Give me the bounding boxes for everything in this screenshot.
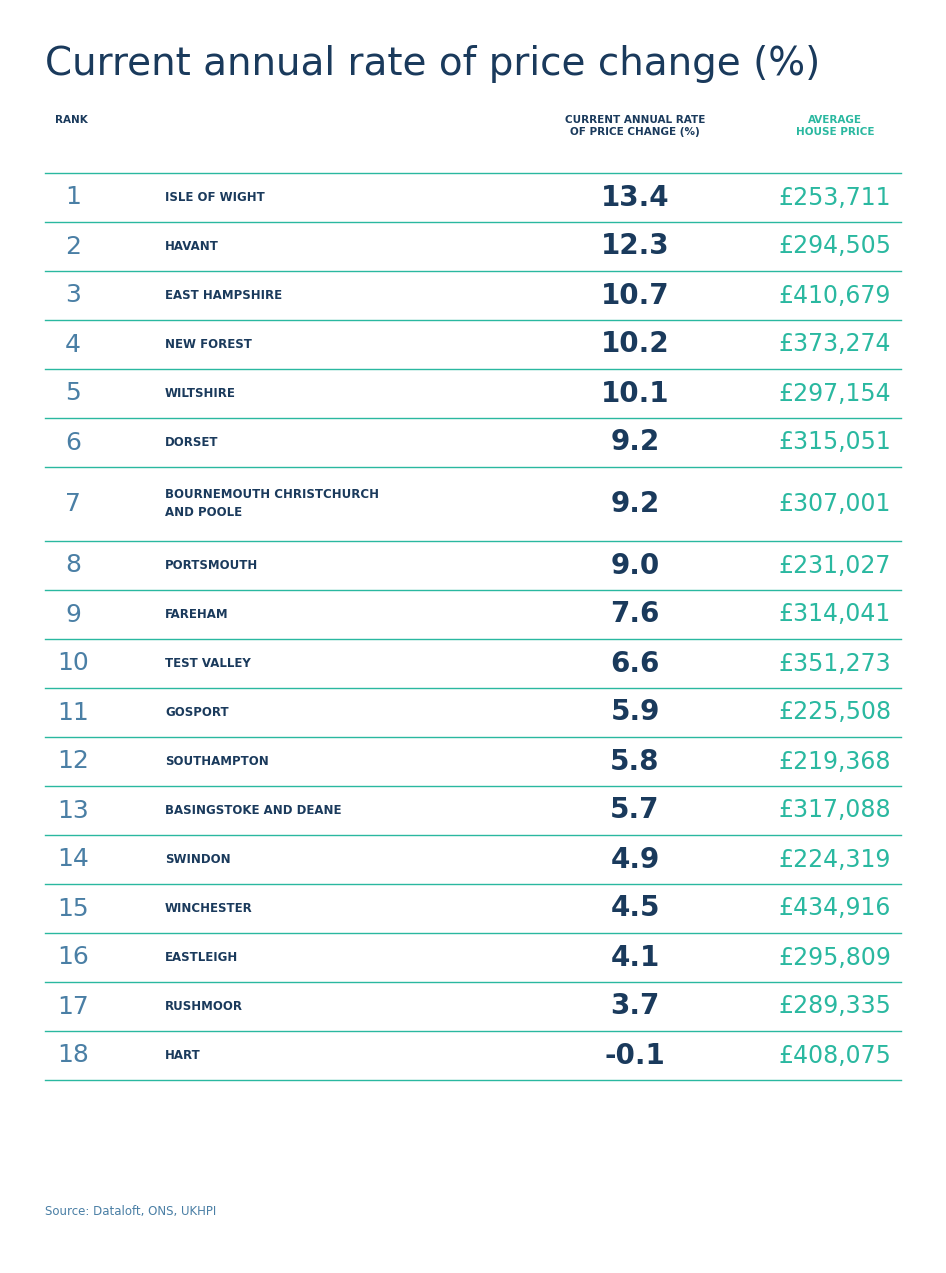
Text: AVERAGE
HOUSE PRICE: AVERAGE HOUSE PRICE: [796, 115, 874, 136]
Text: 15: 15: [57, 896, 89, 920]
Text: DORSET: DORSET: [165, 435, 219, 449]
Text: 10.2: 10.2: [601, 331, 670, 359]
Text: 18: 18: [57, 1044, 89, 1068]
Text: £297,154: £297,154: [779, 382, 891, 406]
Text: 13.4: 13.4: [601, 183, 670, 211]
Text: WILTSHIRE: WILTSHIRE: [165, 387, 236, 400]
Text: 5: 5: [65, 382, 80, 406]
Text: 3: 3: [65, 284, 81, 308]
Text: -0.1: -0.1: [604, 1041, 665, 1069]
Text: £373,274: £373,274: [779, 332, 891, 356]
Text: £314,041: £314,041: [779, 602, 891, 626]
Text: 1: 1: [65, 186, 81, 210]
Text: 5.7: 5.7: [610, 797, 659, 825]
Text: SOUTHAMPTON: SOUTHAMPTON: [165, 755, 269, 768]
Text: FAREHAM: FAREHAM: [165, 608, 229, 621]
Text: BOURNEMOUTH CHRISTCHURCH
AND POOLE: BOURNEMOUTH CHRISTCHURCH AND POOLE: [165, 489, 379, 519]
Text: 9.0: 9.0: [610, 551, 659, 579]
Text: 13: 13: [57, 798, 89, 822]
Text: GOSPORT: GOSPORT: [165, 707, 229, 719]
Text: Source: Dataloft, ONS, UKHPI: Source: Dataloft, ONS, UKHPI: [45, 1206, 217, 1218]
Text: 14: 14: [57, 848, 89, 872]
Text: £224,319: £224,319: [779, 848, 891, 872]
Text: PORTSMOUTH: PORTSMOUTH: [165, 559, 258, 572]
Text: 4: 4: [65, 332, 81, 356]
Text: 6: 6: [65, 430, 81, 454]
Text: EASTLEIGH: EASTLEIGH: [165, 951, 238, 964]
Text: £307,001: £307,001: [779, 491, 891, 516]
Text: 12.3: 12.3: [601, 233, 670, 261]
Text: SWINDON: SWINDON: [165, 853, 231, 866]
Text: £315,051: £315,051: [779, 430, 891, 454]
Text: 5.8: 5.8: [610, 747, 659, 775]
Text: 9: 9: [65, 602, 81, 626]
Text: £225,508: £225,508: [779, 700, 891, 724]
Text: 6.6: 6.6: [610, 649, 659, 677]
Text: £351,273: £351,273: [779, 652, 891, 676]
Text: NEW FOREST: NEW FOREST: [165, 339, 252, 351]
Text: 9.2: 9.2: [610, 429, 659, 457]
Text: 7.6: 7.6: [610, 601, 659, 629]
Text: £294,505: £294,505: [779, 234, 891, 258]
Text: WINCHESTER: WINCHESTER: [165, 903, 253, 915]
Text: 4.1: 4.1: [610, 943, 659, 971]
Text: HART: HART: [165, 1049, 201, 1062]
Text: £317,088: £317,088: [779, 798, 891, 822]
Text: 3.7: 3.7: [610, 993, 659, 1021]
Text: 2: 2: [65, 234, 81, 258]
Text: 10: 10: [57, 652, 89, 676]
Text: RANK: RANK: [55, 115, 88, 125]
Text: 4.5: 4.5: [610, 895, 659, 923]
Text: £434,916: £434,916: [779, 896, 891, 920]
Text: RUSHMOOR: RUSHMOOR: [165, 1001, 243, 1013]
Text: Current annual rate of price change (%): Current annual rate of price change (%): [45, 45, 820, 83]
Text: 8: 8: [65, 554, 81, 578]
Text: £295,809: £295,809: [779, 946, 891, 970]
Text: 10.7: 10.7: [601, 281, 670, 309]
Text: £408,075: £408,075: [779, 1044, 891, 1068]
Text: 12: 12: [57, 750, 89, 774]
Text: 10.1: 10.1: [601, 379, 669, 407]
Text: 4.9: 4.9: [610, 845, 659, 873]
Text: HAVANT: HAVANT: [165, 241, 219, 253]
Text: ISLE OF WIGHT: ISLE OF WIGHT: [165, 191, 265, 204]
Text: £289,335: £289,335: [779, 994, 891, 1018]
Text: £410,679: £410,679: [779, 284, 891, 308]
Text: 9.2: 9.2: [610, 490, 659, 518]
Text: BASINGSTOKE AND DEANE: BASINGSTOKE AND DEANE: [165, 805, 342, 817]
Text: 7: 7: [65, 491, 81, 516]
Text: £219,368: £219,368: [779, 750, 891, 774]
Text: £231,027: £231,027: [779, 554, 891, 578]
Text: 16: 16: [57, 946, 89, 970]
Text: 17: 17: [57, 994, 89, 1018]
Text: EAST HAMPSHIRE: EAST HAMPSHIRE: [165, 289, 282, 302]
Text: TEST VALLEY: TEST VALLEY: [165, 657, 251, 670]
Text: 11: 11: [57, 700, 89, 724]
Text: CURRENT ANNUAL RATE
OF PRICE CHANGE (%): CURRENT ANNUAL RATE OF PRICE CHANGE (%): [565, 115, 705, 136]
Text: £253,711: £253,711: [779, 186, 891, 210]
Text: 5.9: 5.9: [610, 699, 659, 727]
